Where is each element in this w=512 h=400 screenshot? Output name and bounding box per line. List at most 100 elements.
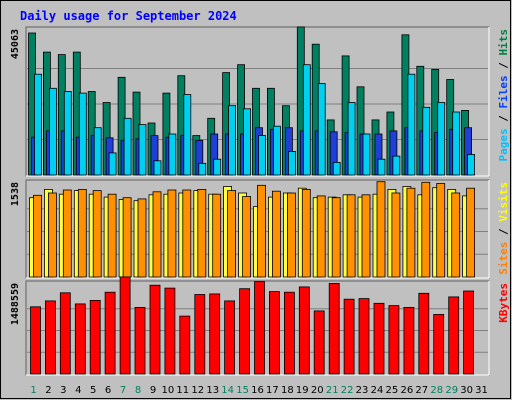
bar-pages-day-28 bbox=[437, 102, 446, 176]
chart-title: Daily usage for September 2024 bbox=[20, 9, 237, 23]
bar-sites-day-19 bbox=[301, 188, 311, 278]
x-tick-label-12: 12 bbox=[191, 385, 204, 396]
bar-sites-day-2 bbox=[48, 192, 57, 278]
bar-kbytes-day-11 bbox=[179, 315, 191, 375]
legend-part: / bbox=[497, 109, 510, 129]
bar-sites-day-8 bbox=[137, 198, 147, 278]
bar-kbytes-day-29 bbox=[448, 296, 460, 375]
bar-sites-day-12 bbox=[197, 188, 207, 278]
x-tick-label-19: 19 bbox=[296, 385, 309, 396]
x-tick-label-31: 31 bbox=[475, 385, 488, 396]
bar-sites-day-21 bbox=[331, 197, 341, 278]
bar-pages-day-14 bbox=[228, 105, 237, 176]
bar-kbytes-day-22 bbox=[343, 298, 355, 375]
panel-legend-label: Pages / Files / Hits bbox=[497, 29, 510, 162]
bar-kbytes-day-24 bbox=[373, 302, 385, 375]
x-tick-label-3: 3 bbox=[60, 385, 66, 396]
x-tick-label-9: 9 bbox=[150, 385, 156, 396]
x-tick-label-26: 26 bbox=[401, 385, 414, 396]
x-tick-label-1: 1 bbox=[30, 385, 36, 396]
x-tick-label-6: 6 bbox=[105, 385, 111, 396]
legend-part: / bbox=[497, 222, 510, 242]
bar-sites-day-17 bbox=[271, 190, 281, 278]
legend-part: / bbox=[497, 56, 510, 76]
x-tick-label-11: 11 bbox=[176, 385, 189, 396]
bar-sites-day-3 bbox=[62, 189, 72, 278]
bar-pages-day-29 bbox=[452, 111, 461, 176]
bar-sites-day-27 bbox=[421, 181, 431, 278]
bar-sites-day-9 bbox=[152, 191, 162, 278]
bar-kbytes-day-20 bbox=[313, 310, 325, 375]
bar-kbytes-day-12 bbox=[194, 294, 206, 375]
bar-sites-day-14 bbox=[227, 190, 237, 278]
x-tick-label-16: 16 bbox=[251, 385, 264, 396]
bar-pages-day-1 bbox=[34, 73, 42, 176]
bar-pages-day-2 bbox=[49, 87, 57, 176]
bar-sites-day-6 bbox=[107, 193, 117, 278]
bar-pages-day-5 bbox=[93, 127, 102, 176]
bar-pages-day-26 bbox=[407, 73, 416, 176]
bar-sites-day-10 bbox=[167, 189, 177, 278]
panel-bottom: 1488559 KBytes bbox=[10, 276, 510, 376]
bar-pages-day-22 bbox=[347, 102, 356, 176]
x-axis-labels: 1 2 3 4 5 6 7 8 9 10 11 12 13 14 15 16 17 18 19 20 21 22 23 24 2… bbox=[30, 385, 488, 396]
panel-legend-label: KBytes bbox=[497, 283, 510, 323]
bar-sites-day-25 bbox=[391, 192, 401, 278]
x-tick-label-5: 5 bbox=[90, 385, 96, 396]
bar-pages-day-13 bbox=[213, 158, 222, 176]
x-tick-label-13: 13 bbox=[206, 385, 219, 396]
bar-kbytes-day-4 bbox=[74, 303, 86, 375]
bar-sites-day-29 bbox=[451, 192, 461, 278]
panel-max-label: 1488559 bbox=[10, 283, 21, 325]
bar-pages-day-24 bbox=[377, 158, 386, 176]
bar-sites-day-24 bbox=[376, 181, 386, 278]
panel-max-label: 45063 bbox=[10, 29, 21, 59]
bar-kbytes-day-30 bbox=[463, 290, 475, 375]
bar-kbytes-day-6 bbox=[104, 291, 116, 375]
bar-kbytes-day-19 bbox=[298, 286, 310, 375]
bar-pages-day-17 bbox=[272, 125, 281, 176]
x-tick-label-30: 30 bbox=[460, 385, 473, 396]
panel-middle: 1538 Sites / Visits bbox=[10, 179, 510, 279]
bar-kbytes-day-28 bbox=[433, 313, 445, 375]
bar-sites-day-20 bbox=[316, 195, 326, 278]
x-tick-label-29: 29 bbox=[445, 385, 458, 396]
bar-pages-day-21 bbox=[332, 161, 341, 176]
bar-sites-day-28 bbox=[436, 183, 446, 278]
bar-kbytes-day-3 bbox=[59, 292, 71, 375]
x-tick-label-23: 23 bbox=[356, 385, 369, 396]
bar-kbytes-day-7 bbox=[119, 276, 131, 375]
x-tick-label-4: 4 bbox=[75, 385, 81, 396]
bar-pages-day-8 bbox=[138, 124, 147, 176]
x-tick-label-28: 28 bbox=[430, 385, 443, 396]
bar-kbytes-day-8 bbox=[134, 306, 146, 375]
panel-legend-label: Sites / Visits bbox=[497, 182, 510, 275]
bar-pages-day-15 bbox=[243, 108, 252, 176]
bar-pages-day-25 bbox=[392, 155, 401, 176]
x-tick-label-2: 2 bbox=[45, 385, 51, 396]
bar-sites-day-5 bbox=[92, 190, 102, 278]
legend-part: KBytes bbox=[497, 283, 510, 323]
bar-sites-day-7 bbox=[122, 197, 132, 278]
bar-sites-day-11 bbox=[182, 189, 192, 278]
bar-pages-day-11 bbox=[183, 94, 192, 176]
bar-kbytes-day-10 bbox=[164, 287, 176, 375]
x-tick-label-18: 18 bbox=[281, 385, 294, 396]
bar-pages-day-10 bbox=[168, 133, 177, 176]
bar-sites-day-18 bbox=[286, 192, 296, 278]
bar-sites-day-4 bbox=[77, 188, 87, 278]
bar-pages-day-30 bbox=[467, 154, 476, 176]
x-tick-label-7: 7 bbox=[120, 385, 126, 396]
chart-panels: 45063 Pages / Files / Hits 1538 Sites / Vis… bbox=[10, 26, 510, 376]
bar-sites-day-16 bbox=[257, 184, 266, 278]
x-tick-label-24: 24 bbox=[371, 385, 384, 396]
bar-pages-day-18 bbox=[287, 150, 296, 176]
bar-pages-day-27 bbox=[422, 106, 431, 176]
bar-kbytes-day-1 bbox=[30, 306, 41, 375]
bar-sites-day-22 bbox=[346, 194, 356, 278]
bar-pages-day-6 bbox=[108, 152, 117, 176]
bar-pages-day-12 bbox=[198, 162, 207, 176]
bar-kbytes-day-17 bbox=[268, 291, 280, 375]
